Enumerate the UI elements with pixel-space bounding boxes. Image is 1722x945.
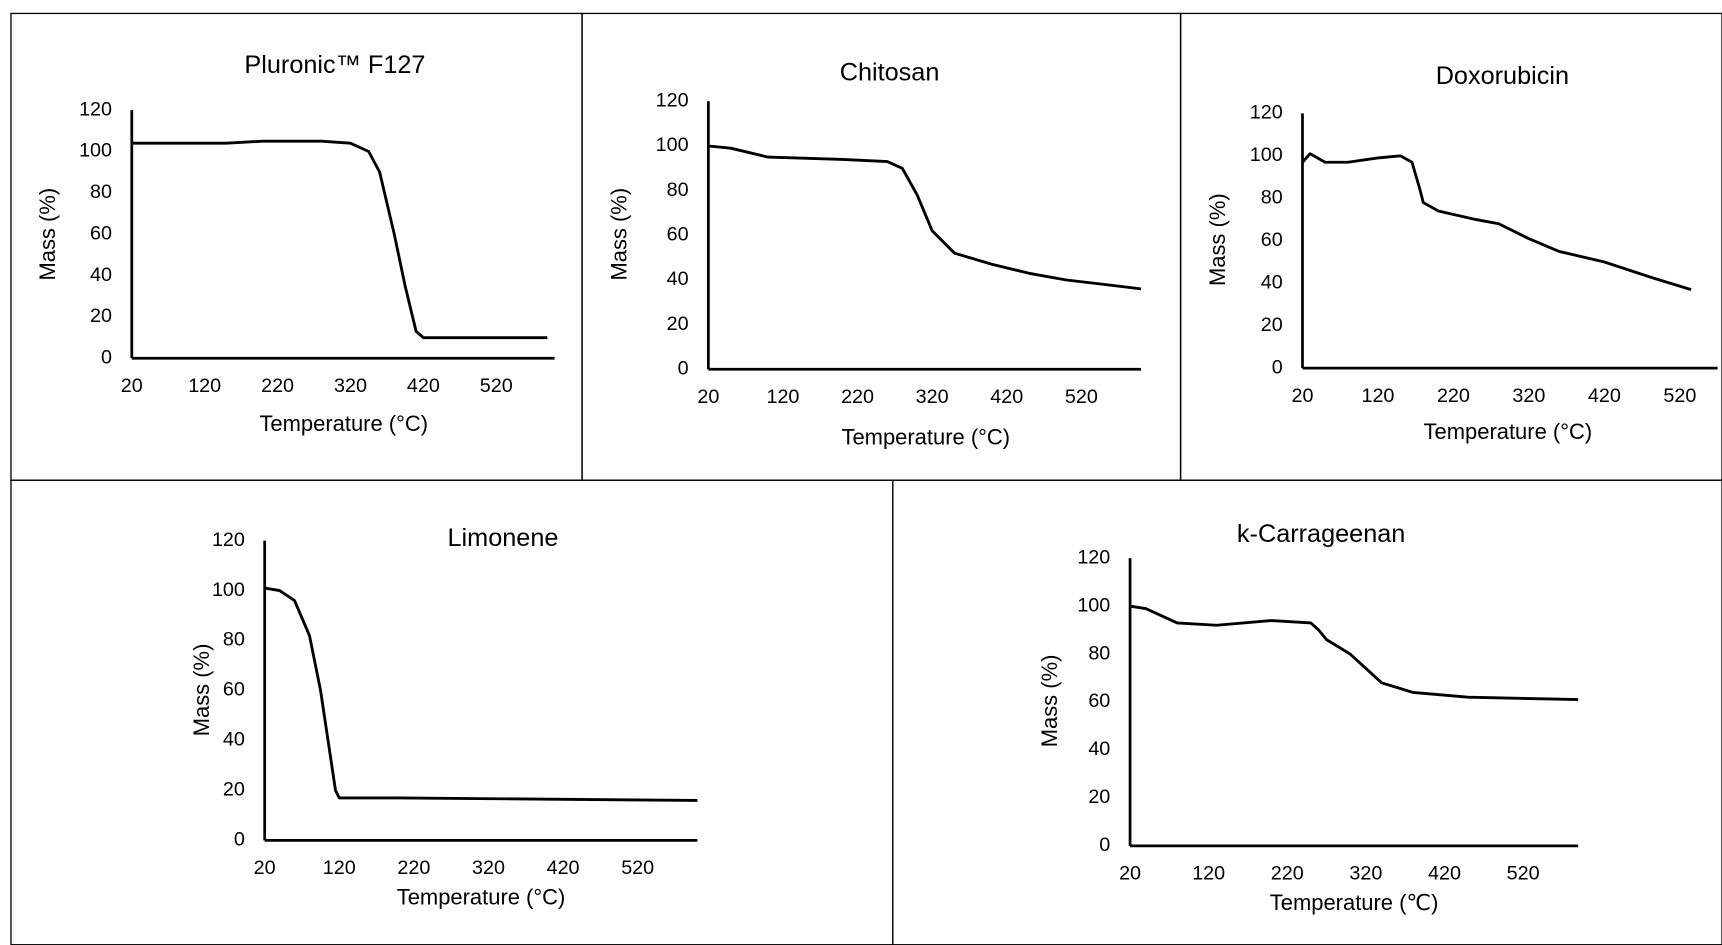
y-tick-label: 0: [678, 357, 689, 379]
x-tick-label: 420: [1428, 863, 1461, 885]
y-tick-label: 80: [223, 629, 245, 651]
x-tick-label: 420: [547, 857, 580, 879]
y-tick-label: 0: [1099, 834, 1110, 856]
y-tick-label: 120: [212, 529, 245, 551]
x-tick-label: 420: [407, 375, 440, 397]
y-axis-label: Mass (%): [1205, 193, 1230, 286]
x-tick-label: 520: [621, 857, 654, 879]
x-tick-label: 520: [480, 375, 513, 397]
chart-title: Doxorubicin: [1436, 62, 1569, 90]
y-tick-label: 100: [1250, 144, 1283, 166]
x-tick-label: 520: [1507, 863, 1540, 885]
y-tick-label: 20: [223, 779, 245, 801]
x-tick-label: 320: [916, 386, 949, 408]
x-tick-label: 20: [1119, 863, 1141, 885]
y-tick-label: 100: [1077, 594, 1110, 616]
y-tick-label: 120: [1250, 102, 1283, 124]
y-tick-label: 60: [223, 679, 245, 701]
x-axis-label: Temperature (°C): [259, 411, 428, 436]
x-tick-label: 120: [323, 857, 356, 879]
y-tick-label: 40: [1261, 271, 1283, 293]
y-tick-label: 120: [656, 90, 689, 112]
y-tick-label: 20: [90, 305, 112, 327]
x-axis-label: Temperature (℃): [1270, 890, 1439, 915]
y-tick-label: 40: [1088, 738, 1110, 760]
y-tick-label: 80: [90, 181, 112, 203]
y-axis-label: Mass (%): [1037, 655, 1062, 748]
y-tick-label: 0: [1272, 356, 1283, 378]
y-tick-label: 60: [90, 222, 112, 244]
x-tick-label: 20: [121, 375, 143, 397]
chart-title: Chitosan: [840, 59, 940, 87]
x-tick-label: 220: [261, 375, 294, 397]
y-tick-label: 100: [212, 579, 245, 601]
y-tick-label: 60: [1261, 229, 1283, 251]
x-tick-label: 320: [1349, 863, 1382, 885]
x-tick-label: 320: [334, 375, 367, 397]
chart-title: Pluronic™ F127: [244, 51, 425, 79]
y-tick-label: 40: [223, 729, 245, 751]
y-tick-label: 40: [667, 268, 689, 290]
x-tick-label: 220: [1271, 863, 1304, 885]
x-tick-label: 520: [1065, 386, 1098, 408]
y-tick-label: 120: [79, 98, 112, 120]
y-tick-label: 20: [667, 313, 689, 335]
y-axis-label: Mass (%): [606, 188, 631, 281]
x-tick-label: 20: [697, 386, 719, 408]
y-tick-label: 100: [79, 140, 112, 162]
chart-title: Limonene: [448, 524, 559, 552]
x-tick-label: 120: [1361, 385, 1394, 407]
x-axis-label: Temperature (°C): [397, 884, 566, 909]
y-tick-label: 60: [667, 224, 689, 246]
x-tick-label: 420: [990, 386, 1023, 408]
x-tick-label: 220: [397, 857, 430, 879]
x-tick-label: 420: [1588, 385, 1621, 407]
x-tick-label: 520: [1663, 385, 1696, 407]
y-axis-label: Mass (%): [189, 644, 214, 737]
y-tick-label: 80: [1261, 187, 1283, 209]
x-tick-label: 20: [254, 857, 276, 879]
y-axis-label: Mass (%): [35, 188, 60, 281]
y-tick-label: 20: [1261, 314, 1283, 336]
figure: Pluronic™ F127Temperature (°C)Mass (%)02…: [0, 0, 1722, 945]
x-tick-label: 220: [841, 386, 874, 408]
x-tick-label: 20: [1291, 385, 1313, 407]
y-tick-label: 20: [1088, 786, 1110, 808]
x-tick-label: 120: [766, 386, 799, 408]
x-tick-label: 120: [188, 375, 221, 397]
x-axis-label: Temperature (°C): [841, 424, 1010, 449]
y-tick-label: 100: [656, 134, 689, 156]
y-tick-label: 80: [1088, 642, 1110, 664]
y-tick-label: 60: [1088, 690, 1110, 712]
y-tick-label: 120: [1077, 546, 1110, 568]
x-tick-label: 220: [1437, 385, 1470, 407]
y-tick-label: 0: [101, 347, 112, 369]
x-axis-label: Temperature (°C): [1424, 419, 1593, 444]
y-tick-label: 0: [234, 829, 245, 851]
x-tick-label: 320: [472, 857, 505, 879]
chart-title: k-Carrageenan: [1237, 520, 1405, 548]
y-tick-label: 80: [667, 179, 689, 201]
y-tick-label: 40: [90, 264, 112, 286]
x-tick-label: 320: [1512, 385, 1545, 407]
x-tick-label: 120: [1192, 863, 1225, 885]
